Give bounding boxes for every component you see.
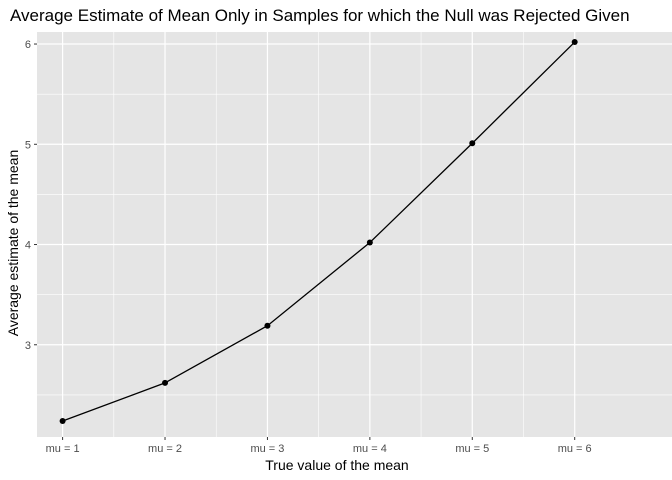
x-axis-title: True value of the mean [265, 457, 408, 473]
x-tick-label: mu = 4 [353, 443, 387, 455]
x-tick-label: mu = 5 [455, 443, 489, 455]
y-axis-ticks: 3 4 5 6 [25, 39, 37, 352]
x-tick-label: mu = 1 [46, 443, 80, 455]
x-tick-label: mu = 6 [558, 443, 592, 455]
series-line [62, 41, 576, 422]
chart-title: Average Estimate of Mean Only in Samples… [10, 6, 630, 25]
y-tick-label: 6 [25, 39, 31, 51]
data-point [571, 39, 578, 46]
plot-panel [37, 32, 672, 437]
data-point [366, 239, 373, 246]
major-gridlines [37, 32, 672, 437]
data-point [264, 322, 271, 329]
y-tick-label: 5 [25, 139, 31, 151]
y-tick-label: 3 [25, 340, 31, 352]
data-point [162, 379, 169, 386]
data-point [59, 417, 66, 424]
data-points [59, 39, 578, 424]
y-axis-title: Average estimate of the mean [5, 150, 21, 337]
x-tick-label: mu = 2 [148, 443, 182, 455]
minor-gridlines [37, 32, 672, 437]
y-tick-label: 4 [25, 240, 31, 252]
data-point [469, 140, 476, 147]
x-axis-ticks: mu = 1 mu = 2 mu = 3 mu = 4 mu = 5 mu = 6 [46, 437, 592, 455]
x-tick-label: mu = 3 [250, 443, 284, 455]
